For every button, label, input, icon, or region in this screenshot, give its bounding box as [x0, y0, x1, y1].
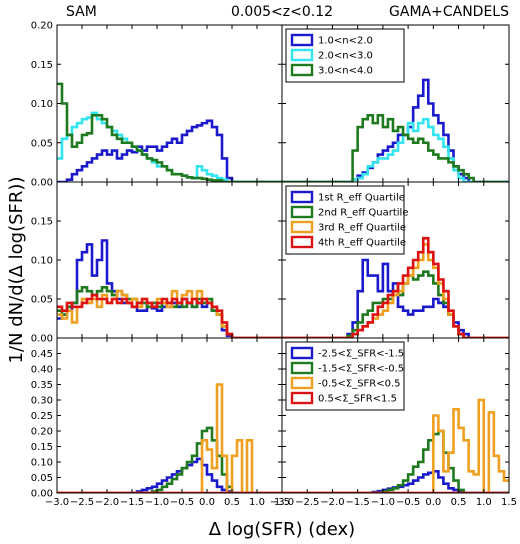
- y-tick-label: 0.15: [31, 217, 53, 228]
- legend-label: 2nd R_eff Quartile: [318, 208, 408, 219]
- x-tick-label: 0.5: [451, 497, 467, 508]
- x-tick-label: −3.0: [270, 497, 294, 508]
- y-tick-label: 0.00: [31, 489, 53, 500]
- histogram-sam-series-1: [57, 119, 282, 182]
- y-tick-label: 0.00: [31, 334, 53, 345]
- x-tick-label: −2.0: [95, 497, 119, 508]
- legend-label: 3rd R_eff Quartile: [318, 223, 406, 234]
- x-tick-label: 0.0: [425, 497, 441, 508]
- x-tick-label: −0.5: [170, 497, 194, 508]
- x-tick-label: −1.0: [145, 497, 169, 508]
- y-tick-label: 0.45: [31, 349, 53, 360]
- x-tick-label: 0.0: [199, 497, 215, 508]
- y-tick-label: 0.10: [31, 256, 53, 267]
- x-tick-label: −0.5: [396, 497, 420, 508]
- y-tick-label: 0.05: [31, 295, 53, 306]
- y-tick-label: 0.05: [31, 138, 53, 149]
- panel-sam-row2: [56, 181, 283, 339]
- x-tick-label: −2.5: [295, 497, 319, 508]
- legend-row1: 1.0<n<2.0 2.0<n<3.0 3.0<n<4.0: [285, 28, 405, 83]
- y-tick-label: 0.10: [31, 99, 53, 110]
- panel-obs-row3: −3.0 −2.5 −2.0 −1.5 −1.0 −0.5 0.0 0.5 1.0 1.5: [270, 337, 517, 508]
- legend-swatch: [290, 391, 314, 405]
- panel-plot-area: [282, 398, 509, 493]
- legend-label: 0.5<Σ_SFR<1.5: [318, 394, 397, 405]
- x-tick-label: −1.5: [120, 497, 144, 508]
- y-tick-label: 0.05: [31, 473, 53, 484]
- legend-box: [285, 185, 405, 255]
- histogram-sam-series-1: [57, 239, 282, 338]
- panel-obs-row2: [281, 181, 510, 339]
- legend-label: 1.0<n<2.0: [318, 36, 373, 47]
- x-tick-label: 1.0: [249, 497, 265, 508]
- legend-swatch: [290, 33, 314, 47]
- legend-row2: 1st R_eff Quartile 2nd R_eff Quartile 3rd …: [285, 185, 408, 255]
- histogram-obs-series-3: [282, 113, 509, 182]
- x-tick-label: −2.0: [320, 497, 344, 508]
- y-tick-label: 0.25: [31, 411, 53, 422]
- legend-swatch: [290, 220, 314, 234]
- legend-swatch: [290, 63, 314, 77]
- x-axis-label: Δ log(SFR) (dex): [209, 519, 355, 540]
- legend-swatch: [290, 190, 314, 204]
- legend-row3: -2.5<Σ_SFR<-1.5 -1.5<Σ_SFR<-0.5 -0.5<Σ_SFR…: [285, 341, 405, 411]
- x-tick-label: 1.5: [274, 497, 290, 508]
- panel-plot-area: [57, 82, 282, 182]
- legend-swatch: [290, 48, 314, 62]
- panel-sam-row3: −3.0 −2.5 −2.0 −1.5 −1.0 −0.5 0.0 0.5 1.0 1.5: [45, 337, 290, 508]
- legend-label: 4th R_eff Quartile: [318, 238, 406, 249]
- y-tick-label: 0.40: [31, 365, 53, 376]
- legend-box: [285, 28, 405, 83]
- legend-swatch: [290, 346, 314, 360]
- histogram-obs-series-4: [282, 236, 509, 338]
- y-tick-label: 0.30: [31, 396, 53, 407]
- y-axis-label: 1/N dN/d(Δ log(SFR)): [6, 177, 27, 364]
- legend-label: 1st R_eff Quartile: [318, 193, 405, 204]
- legend-swatch: [290, 205, 314, 219]
- legend-label: -0.5<Σ_SFR<0.5: [318, 379, 401, 390]
- panel-sam-row1: [56, 24, 283, 183]
- legend-label: 2.0<n<3.0: [318, 51, 373, 62]
- legend-box: [285, 341, 405, 411]
- histogram-sam-series-4: [57, 293, 282, 338]
- panel-plot-area: [57, 239, 282, 338]
- histogram-obs-series-2: [282, 117, 509, 182]
- legend-label: -1.5<Σ_SFR<-0.5: [318, 364, 404, 375]
- histogram-sam-series-3: [57, 82, 282, 182]
- y-tick-label: 0.15: [31, 60, 53, 71]
- legend-label: -2.5<Σ_SFR<-1.5: [318, 349, 404, 360]
- header-right: GAMA+CANDELS: [389, 4, 509, 20]
- histogram-obs-series-1: [282, 258, 509, 338]
- x-tick-label: −3.0: [45, 497, 69, 508]
- panel-plot-area: [282, 236, 509, 338]
- histogram-sam-series-3: [57, 289, 282, 338]
- legend-swatch: [290, 376, 314, 390]
- x-tick-label: 0.5: [224, 497, 240, 508]
- panels: 0.00 0.05 0.10 0.15 0.20 1.0<n<2.0 2.0<n<3.0 3.…: [31, 21, 517, 509]
- histogram-obs-series-2: [282, 270, 509, 338]
- panel-plot-area: [57, 383, 282, 493]
- x-tick-label: −2.5: [70, 497, 94, 508]
- x-tick-label: 1.0: [476, 497, 492, 508]
- legend-label: 3.0<n<4.0: [318, 66, 373, 77]
- y-tick-label: 0.20: [31, 21, 53, 32]
- y-tick-label: 0.20: [31, 427, 53, 438]
- histogram-obs-series-1: [282, 470, 509, 493]
- x-tick-label: 1.5: [501, 497, 517, 508]
- y-tick-label: 0.15: [31, 442, 53, 453]
- y-tick-label: 0.35: [31, 380, 53, 391]
- legend-swatch: [290, 235, 314, 249]
- histogram-obs-series-2: [282, 429, 509, 493]
- y-tick-label: 0.10: [31, 458, 53, 469]
- histogram-obs-series-3: [282, 398, 509, 493]
- header-left: SAM: [66, 4, 97, 20]
- panel-plot-area: [282, 78, 509, 182]
- x-tick-label: −1.0: [371, 497, 395, 508]
- header-center: 0.005<z<0.12: [231, 4, 333, 20]
- x-tick-label: −1.5: [346, 497, 370, 508]
- legend-swatch: [290, 361, 314, 375]
- y-tick-label: 0.00: [31, 178, 53, 189]
